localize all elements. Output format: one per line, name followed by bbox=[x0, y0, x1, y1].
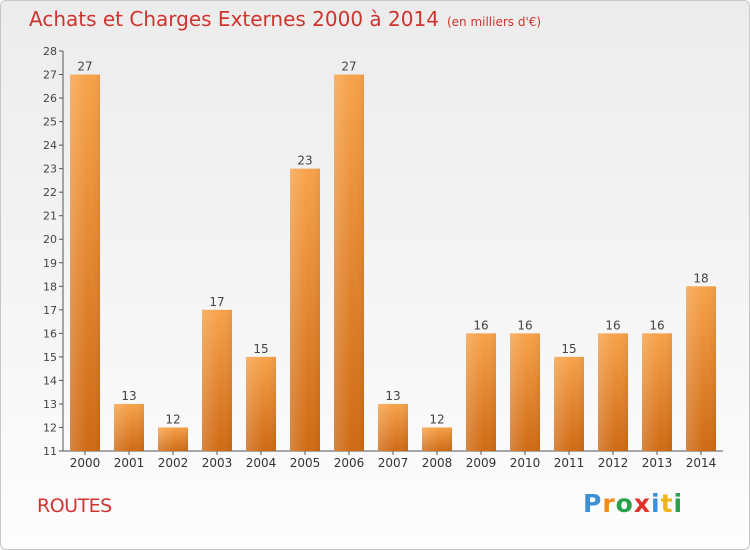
footer-label: ROUTES bbox=[37, 495, 112, 517]
bar-shade-2007 bbox=[378, 403, 408, 451]
data-label-2013: 16 bbox=[649, 318, 664, 332]
logo-letter: i bbox=[673, 489, 684, 518]
x-axis-ticks: 2000 2001 2002 2003 2004 2005 2006 2007 2008 2009… bbox=[70, 451, 717, 470]
y-tick-label: 18 bbox=[43, 280, 57, 293]
x-tick-label-2011: 2011 bbox=[554, 456, 585, 470]
x-tick-label-2006: 2006 bbox=[334, 456, 365, 470]
bar-shade-2010 bbox=[510, 333, 540, 451]
x-tick-label-2004: 2004 bbox=[246, 456, 277, 470]
bar-shade-2001 bbox=[114, 403, 144, 451]
bar-shade-2006 bbox=[334, 74, 364, 451]
x-tick-label-2008: 2008 bbox=[422, 456, 453, 470]
x-tick-label-2002: 2002 bbox=[158, 456, 189, 470]
y-tick-label: 12 bbox=[43, 421, 57, 434]
y-tick-label: 21 bbox=[43, 210, 57, 223]
data-label-2002: 12 bbox=[165, 412, 180, 426]
x-tick-label-2003: 2003 bbox=[202, 456, 233, 470]
y-tick-label: 26 bbox=[43, 92, 57, 105]
y-tick-label: 27 bbox=[43, 69, 57, 82]
data-label-2009: 16 bbox=[473, 318, 488, 332]
logo-letter: P bbox=[583, 489, 603, 518]
logo-letter: o bbox=[615, 489, 634, 518]
y-tick-label: 11 bbox=[43, 445, 57, 458]
y-tick-label: 23 bbox=[43, 163, 57, 176]
y-tick-label: 24 bbox=[43, 139, 57, 152]
bar-shade-2003 bbox=[202, 309, 232, 451]
title-row: Achats et Charges Externes 2000 à 2014 (e… bbox=[29, 7, 541, 31]
data-label-2010: 16 bbox=[517, 318, 532, 332]
y-tick-label: 14 bbox=[43, 374, 57, 387]
x-tick-label-2013: 2013 bbox=[642, 456, 673, 470]
bar-shade-2012 bbox=[598, 333, 628, 451]
data-label-2006: 27 bbox=[341, 60, 356, 74]
x-tick-label-2012: 2012 bbox=[598, 456, 629, 470]
x-tick-label-2005: 2005 bbox=[290, 456, 321, 470]
bar-shade-2013 bbox=[642, 333, 672, 451]
data-label-2014: 18 bbox=[693, 271, 708, 285]
data-label-2000: 27 bbox=[77, 60, 92, 74]
data-label-2001: 13 bbox=[121, 389, 136, 403]
x-tick-label-2014: 2014 bbox=[686, 456, 717, 470]
y-tick-label: 15 bbox=[43, 351, 57, 364]
chart-subtitle: (en milliers d'€) bbox=[446, 15, 542, 29]
y-tick-label: 16 bbox=[43, 327, 57, 340]
y-tick-label: 28 bbox=[43, 45, 57, 58]
y-tick-label: 13 bbox=[43, 398, 57, 411]
chart-title: Achats et Charges Externes 2000 à 2014 bbox=[29, 7, 439, 31]
y-axis-ticks: 11 12 13 14 15 16 17 18 19 20 21 22 23 24 25 26 27 28 bbox=[43, 45, 63, 458]
data-label-2012: 16 bbox=[605, 318, 620, 332]
y-tick-label: 20 bbox=[43, 233, 57, 246]
x-tick-label-2009: 2009 bbox=[466, 456, 497, 470]
proxiti-logo: Proxiti bbox=[583, 489, 683, 518]
logo-letter: r bbox=[602, 489, 616, 518]
x-tick-label-2010: 2010 bbox=[510, 456, 541, 470]
logo-letter: t bbox=[660, 489, 674, 518]
bar-shade-2005 bbox=[290, 168, 320, 451]
data-label-2005: 23 bbox=[297, 154, 312, 168]
y-tick-label: 19 bbox=[43, 257, 57, 270]
bar-shade-2011 bbox=[554, 356, 584, 451]
data-label-2008: 12 bbox=[429, 412, 444, 426]
data-label-2007: 13 bbox=[385, 389, 400, 403]
data-label-2004: 15 bbox=[253, 342, 268, 356]
bar-shade-2014 bbox=[686, 286, 716, 451]
y-tick-label: 25 bbox=[43, 116, 57, 129]
bar-shade-2009 bbox=[466, 333, 496, 451]
bars: 27 13 12 17 15 23 27 13 12 16 16 15 16 16 18 bbox=[70, 60, 716, 451]
logo-letter: i bbox=[651, 489, 661, 518]
bar-shade-2008 bbox=[422, 427, 452, 451]
bar-shade-2000 bbox=[70, 74, 100, 451]
logo-letter: x bbox=[633, 489, 651, 518]
y-tick-label: 22 bbox=[43, 186, 57, 199]
data-label-2003: 17 bbox=[209, 295, 224, 309]
y-tick-label: 17 bbox=[43, 304, 57, 317]
data-label-2011: 15 bbox=[561, 342, 576, 356]
x-tick-label-2000: 2000 bbox=[70, 456, 101, 470]
bar-shade-2002 bbox=[158, 427, 188, 451]
bar-shade-2004 bbox=[246, 356, 276, 451]
x-tick-label-2001: 2001 bbox=[114, 456, 145, 470]
x-tick-label-2007: 2007 bbox=[378, 456, 409, 470]
